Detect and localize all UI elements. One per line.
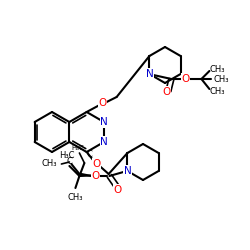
Text: N: N <box>100 137 108 147</box>
Text: C: C <box>86 150 92 159</box>
Text: H₃C: H₃C <box>59 151 74 160</box>
Text: O: O <box>113 185 122 195</box>
Text: H₃C: H₃C <box>71 145 84 151</box>
Text: N: N <box>100 137 108 147</box>
Text: CH₃: CH₃ <box>68 193 83 202</box>
Text: O: O <box>181 74 190 84</box>
Text: N: N <box>100 117 108 127</box>
Text: O: O <box>91 171 100 181</box>
Text: CH₃: CH₃ <box>210 64 225 74</box>
Text: O: O <box>98 98 107 108</box>
Text: O: O <box>92 159 101 169</box>
Text: C: C <box>66 158 72 166</box>
Text: CH₃: CH₃ <box>42 160 58 168</box>
Text: O: O <box>162 87 170 97</box>
Text: N: N <box>124 166 131 176</box>
Text: CH₃: CH₃ <box>214 74 229 84</box>
Text: CH₃: CH₃ <box>210 86 225 96</box>
Text: N: N <box>100 117 108 127</box>
Text: N: N <box>146 69 153 79</box>
